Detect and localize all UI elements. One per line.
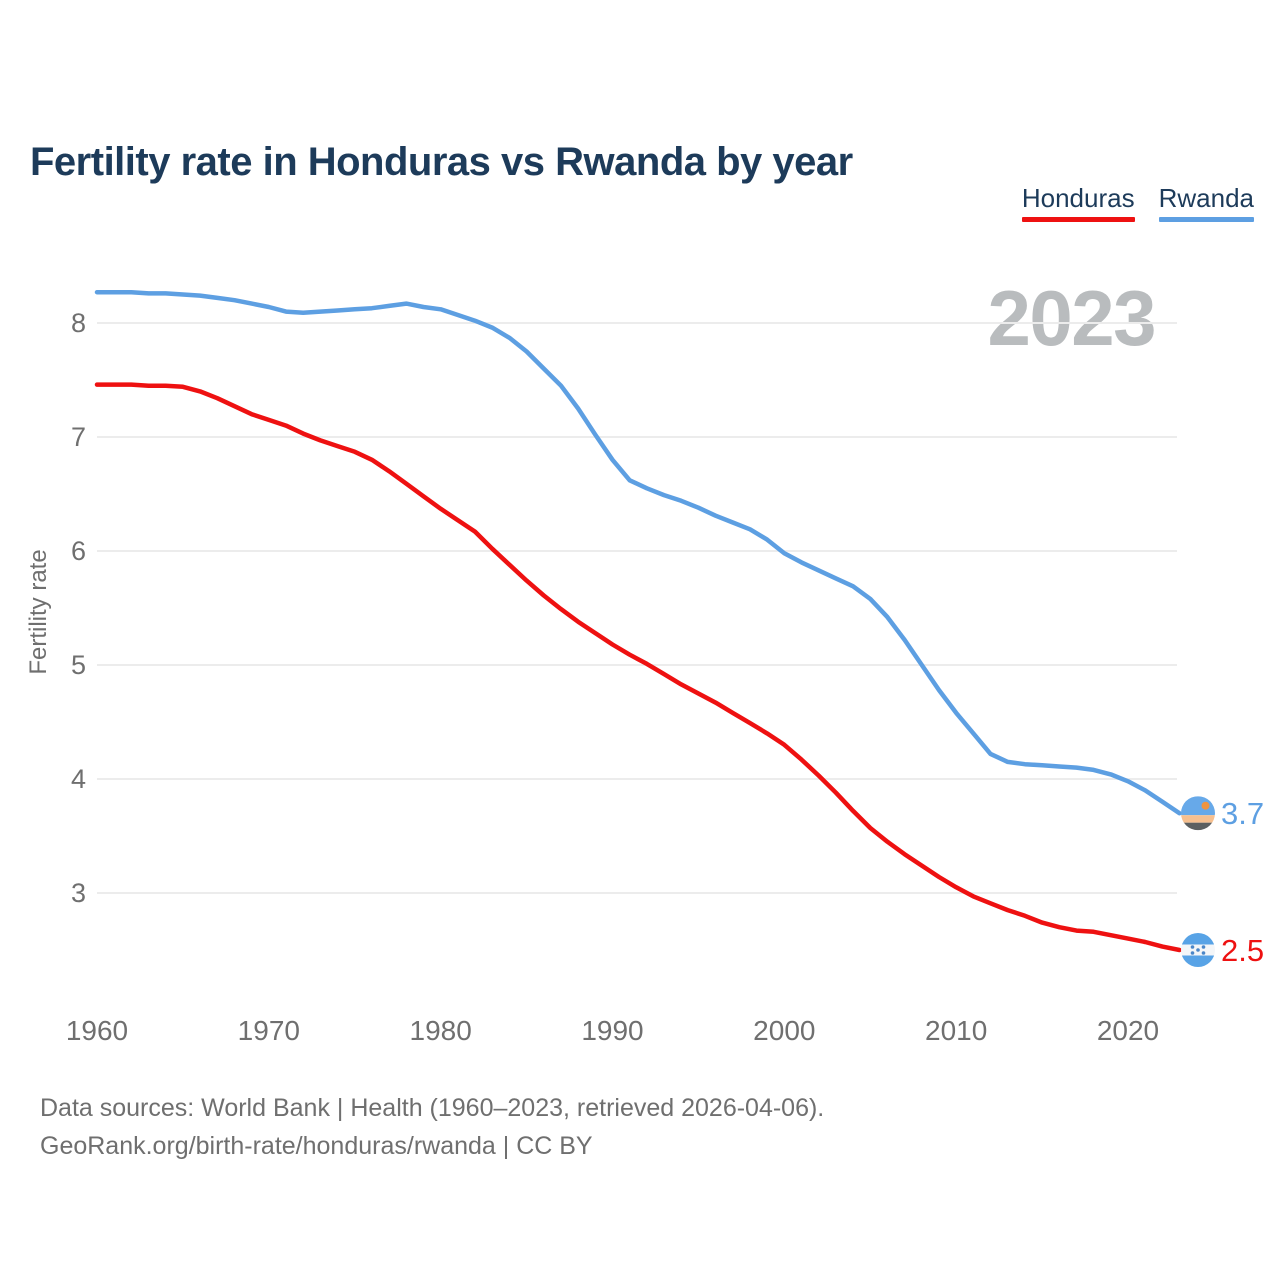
y-tick-label-7: 7 bbox=[71, 422, 86, 452]
honduras-flag-icon bbox=[1181, 933, 1215, 967]
y-tick-label-3: 3 bbox=[71, 878, 86, 908]
legend-underline-rwanda bbox=[1158, 217, 1254, 222]
legend-item-honduras[interactable]: Honduras bbox=[1021, 183, 1135, 222]
legend-item-rwanda[interactable]: Rwanda bbox=[1158, 183, 1254, 222]
end-value-label-rwanda: 3.7 bbox=[1221, 796, 1264, 831]
legend-label-rwanda: Rwanda bbox=[1158, 183, 1254, 213]
page-title: Fertility rate in Honduras vs Rwanda by … bbox=[30, 139, 853, 184]
y-tick-label-6: 6 bbox=[71, 536, 86, 566]
y-tick-label-4: 4 bbox=[71, 764, 86, 794]
y-tick-label-8: 8 bbox=[71, 308, 86, 338]
watermark-year: 2023 bbox=[987, 274, 1155, 362]
y-tick-label-5: 5 bbox=[71, 650, 86, 680]
footer-line-sources: Data sources: World Bank | Health (1960–… bbox=[40, 1094, 825, 1122]
series-line-honduras bbox=[94, 382, 1182, 953]
x-tick-label-1990: 1990 bbox=[581, 1015, 643, 1046]
x-tick-label-2020: 2020 bbox=[1097, 1015, 1159, 1046]
legend-label-honduras: Honduras bbox=[1021, 183, 1135, 213]
x-tick-label-1970: 1970 bbox=[238, 1015, 300, 1046]
x-tick-label-1980: 1980 bbox=[410, 1015, 472, 1046]
data-source-footer: Data sources: World Bank | Health (1960–… bbox=[40, 1089, 824, 1165]
legend-underline-honduras bbox=[1021, 217, 1135, 222]
chart-legend: Honduras Rwanda bbox=[1021, 183, 1254, 222]
x-tick-label-2000: 2000 bbox=[753, 1015, 815, 1046]
x-tick-label-1960: 1960 bbox=[66, 1015, 128, 1046]
series-line-rwanda bbox=[94, 289, 1182, 816]
rwanda-flag-icon bbox=[1181, 796, 1215, 831]
footer-line-attribution: GeoRank.org/birth-rate/honduras/rwanda |… bbox=[40, 1132, 593, 1160]
y-axis-title: Fertility rate bbox=[25, 549, 52, 674]
x-tick-label-2010: 2010 bbox=[925, 1015, 987, 1046]
end-value-label-honduras: 2.5 bbox=[1221, 933, 1264, 968]
